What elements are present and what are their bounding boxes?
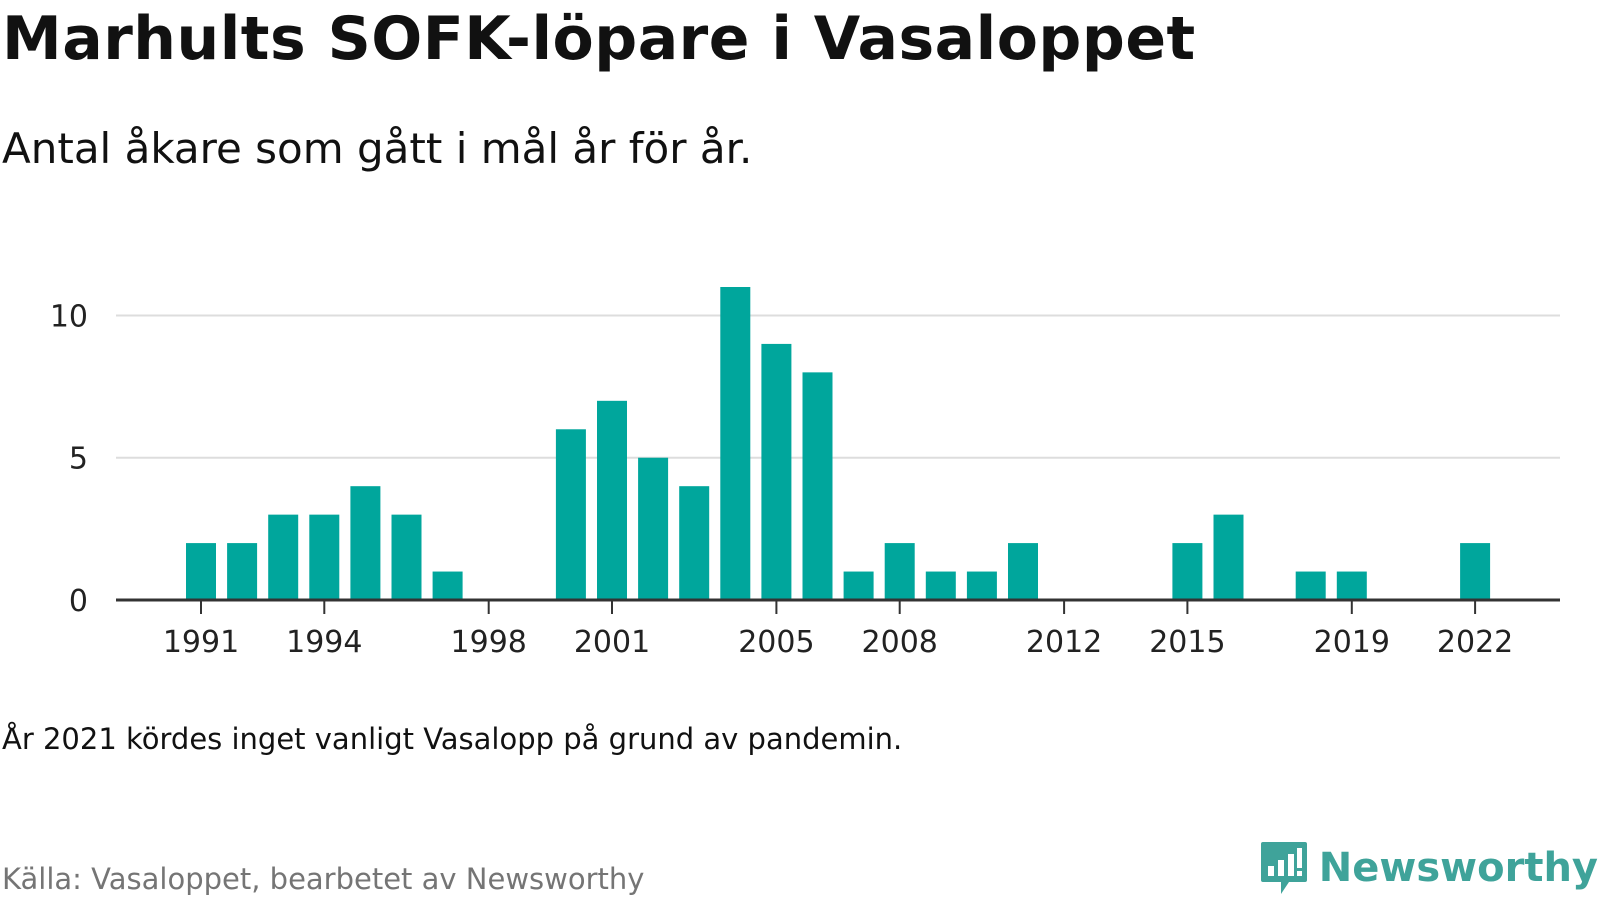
x-tick-label: 2012 (1026, 625, 1102, 660)
bar-2006 (802, 372, 833, 600)
y-axis-ticks: 0 5 10 (50, 299, 88, 619)
bar-2009 (925, 571, 956, 600)
bar-1994 (309, 514, 340, 600)
y-tick-label: 0 (69, 584, 88, 619)
bar-2003 (679, 486, 710, 600)
x-tick-label: 2019 (1314, 625, 1390, 660)
chart-title: Marhults SOFK-löpare i Vasaloppet (2, 4, 1196, 74)
bar-2018 (1295, 571, 1326, 600)
chart-subtitle: Antal åkare som gått i mål år för år. (2, 124, 753, 173)
bar-2022 (1460, 543, 1491, 600)
y-tick-label: 5 (69, 442, 88, 477)
bar-2002 (638, 457, 669, 600)
bars (186, 287, 1491, 600)
bar-2015 (1172, 543, 1203, 600)
bar-1997 (432, 571, 463, 600)
bar-1995 (350, 486, 381, 600)
x-tick-label: 1998 (451, 625, 527, 660)
bar-2007 (843, 571, 874, 600)
bar-2008 (884, 543, 915, 600)
x-tick-label: 2022 (1437, 625, 1513, 660)
x-tick-label: 2015 (1149, 625, 1225, 660)
grid-lines (116, 314, 1560, 459)
x-axis-ticks: 1991 1994 1998 2001 2005 2008 2012 2015 2019 2022 (163, 600, 1513, 660)
x-tick-label: 1994 (286, 625, 362, 660)
bar-2000 (555, 429, 586, 600)
bar-2004 (720, 287, 751, 600)
x-tick-label: 1991 (163, 625, 239, 660)
bar-2016 (1213, 514, 1244, 600)
x-tick-label: 2005 (738, 625, 814, 660)
x-tick-label: 2001 (574, 625, 650, 660)
footnote: År 2021 kördes inget vanligt Vasalopp på… (2, 722, 903, 756)
source-text: Källa: Vasaloppet, bearbetet av Newswort… (2, 862, 645, 896)
y-tick-label: 10 (50, 299, 88, 334)
bar-2011 (1008, 543, 1038, 600)
bar-1992 (227, 543, 258, 600)
bar-2010 (966, 571, 997, 600)
newsworthy-logo-icon (1260, 842, 1307, 894)
bar-1993 (268, 514, 299, 600)
brand-logo: Newsworthy (1259, 840, 1598, 896)
brand-name: Newsworthy (1318, 845, 1598, 891)
bar-2019 (1336, 571, 1367, 600)
bar-2001 (597, 400, 627, 600)
bar-chart: 0 5 10 1991 1994 1998 2001 2005 2008 2012 2015 201… (50, 287, 1560, 660)
bar-1991 (186, 543, 216, 600)
x-tick-label: 2008 (862, 625, 938, 660)
bar-2005 (761, 343, 792, 600)
bar-1996 (391, 514, 422, 600)
